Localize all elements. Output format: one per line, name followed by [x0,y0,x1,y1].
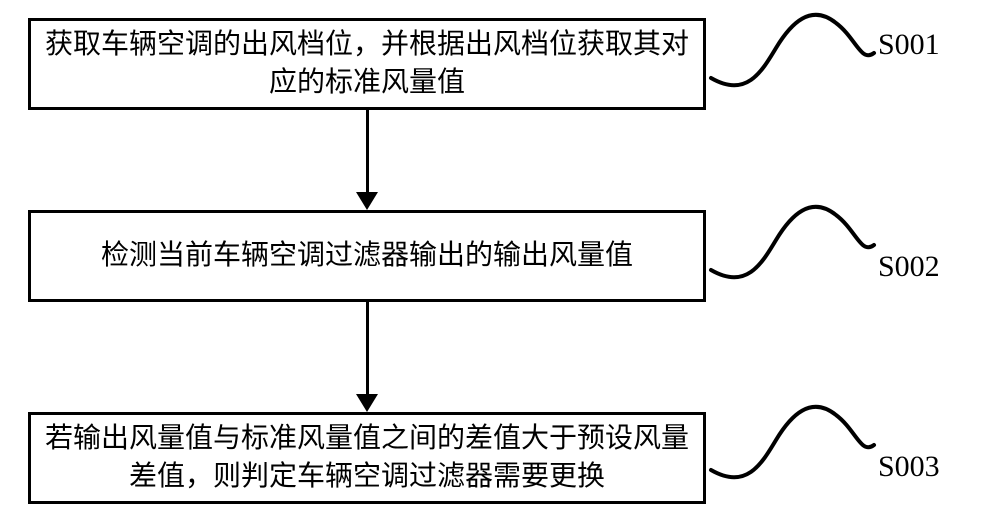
step-text: 获取车辆空调的出风档位，并根据出风档位获取其对应的标准风量值 [43,26,691,102]
connector-squiggle-s003 [706,400,878,490]
step-label-s003: S003 [878,450,940,484]
step-text: 检测当前车辆空调过滤器输出的输出风量值 [101,237,633,275]
connector-squiggle-s002 [706,200,878,290]
step-box-s001: 获取车辆空调的出风档位，并根据出风档位获取其对应的标准风量值 [28,18,706,110]
arrow-line-1 [366,302,369,396]
step-label-s001: S001 [878,28,940,62]
arrow-line-0 [366,110,369,194]
step-box-s003: 若输出风量值与标准风量值之间的差值大于预设风量差值，则判定车辆空调过滤器需要更换 [28,412,706,504]
flowchart-canvas: 获取车辆空调的出风档位，并根据出风档位获取其对应的标准风量值 S001 检测当前车辆… [0,0,1000,528]
step-text: 若输出风量值与标准风量值之间的差值大于预设风量差值，则判定车辆空调过滤器需要更换 [43,420,691,496]
arrow-head-1 [356,394,378,412]
arrow-head-0 [356,192,378,210]
connector-squiggle-s001 [706,8,878,98]
step-label-s002: S002 [878,250,940,284]
step-box-s002: 检测当前车辆空调过滤器输出的输出风量值 [28,210,706,302]
